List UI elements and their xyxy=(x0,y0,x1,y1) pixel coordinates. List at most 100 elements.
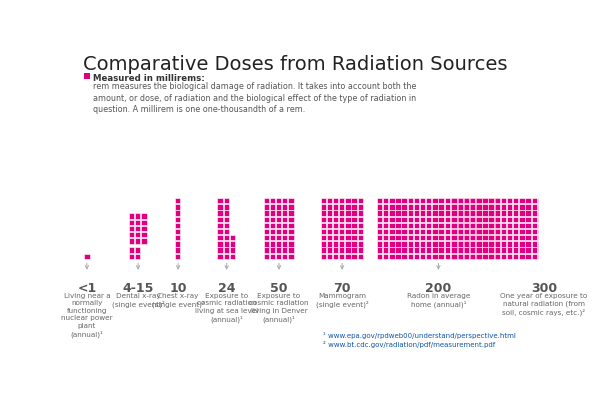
Bar xyxy=(457,247,462,253)
Bar xyxy=(507,229,512,234)
Bar xyxy=(383,253,388,259)
Bar xyxy=(470,204,475,209)
Bar xyxy=(230,247,235,253)
Bar xyxy=(532,210,537,216)
Bar xyxy=(482,235,487,241)
Bar xyxy=(581,247,586,253)
Bar xyxy=(414,223,419,228)
Bar xyxy=(439,229,444,234)
Bar xyxy=(593,223,599,228)
Bar xyxy=(569,223,574,228)
Bar xyxy=(451,204,456,209)
Bar xyxy=(282,247,287,253)
Bar xyxy=(482,253,488,259)
Bar xyxy=(457,241,462,246)
Bar xyxy=(464,217,469,222)
Bar xyxy=(263,241,269,246)
Bar xyxy=(458,204,463,209)
Bar xyxy=(587,217,592,222)
Bar xyxy=(458,217,463,222)
Bar xyxy=(401,253,407,259)
Bar xyxy=(513,198,518,204)
Bar xyxy=(395,204,401,209)
Bar xyxy=(587,235,592,241)
Bar xyxy=(544,229,549,234)
Bar xyxy=(276,223,281,228)
Bar xyxy=(488,235,494,241)
Bar xyxy=(395,217,401,222)
Bar xyxy=(538,210,543,216)
Bar xyxy=(513,247,518,253)
Bar xyxy=(320,223,326,228)
Bar xyxy=(414,217,419,222)
Bar xyxy=(463,223,469,228)
Bar xyxy=(507,235,512,241)
Bar xyxy=(439,253,444,259)
Bar xyxy=(532,247,537,253)
Bar xyxy=(532,223,537,228)
Bar xyxy=(445,241,450,246)
Bar xyxy=(464,235,469,241)
Bar xyxy=(230,241,235,246)
Bar xyxy=(470,217,475,222)
Bar xyxy=(494,229,499,234)
Bar xyxy=(420,247,425,253)
Bar xyxy=(383,210,388,216)
Bar xyxy=(282,229,287,234)
Bar xyxy=(482,235,488,241)
Bar xyxy=(270,210,275,216)
Bar xyxy=(333,241,338,246)
Bar xyxy=(458,229,463,234)
Bar xyxy=(599,198,600,204)
Bar xyxy=(439,223,444,228)
Bar xyxy=(414,204,419,209)
Bar xyxy=(129,213,134,219)
Bar xyxy=(469,247,475,253)
Bar xyxy=(513,204,518,209)
Bar xyxy=(544,247,549,253)
Bar xyxy=(519,235,524,241)
Bar xyxy=(395,241,401,246)
Bar xyxy=(288,198,293,204)
Bar xyxy=(389,210,395,216)
Bar xyxy=(282,253,287,259)
Bar xyxy=(333,247,338,253)
Bar xyxy=(464,204,469,209)
Bar xyxy=(575,210,580,216)
Bar xyxy=(141,226,146,231)
Bar xyxy=(507,247,512,253)
Bar xyxy=(463,253,469,259)
Bar xyxy=(581,217,586,222)
Bar xyxy=(469,253,475,259)
Bar xyxy=(320,204,326,209)
Bar xyxy=(345,210,350,216)
Bar xyxy=(463,204,469,209)
Bar xyxy=(135,253,140,259)
Bar xyxy=(358,235,363,241)
Bar xyxy=(276,229,281,234)
Bar xyxy=(288,229,293,234)
Bar xyxy=(469,198,475,204)
Bar xyxy=(526,229,531,234)
Bar xyxy=(519,204,524,209)
Bar xyxy=(358,253,363,259)
Bar xyxy=(488,229,493,234)
Bar xyxy=(217,235,223,241)
Bar xyxy=(526,247,531,253)
Text: 50: 50 xyxy=(270,282,288,295)
Bar xyxy=(439,247,444,253)
Bar xyxy=(556,223,562,228)
Bar xyxy=(320,229,326,234)
Text: 200: 200 xyxy=(425,282,452,295)
Bar xyxy=(407,253,413,259)
Bar xyxy=(395,235,401,241)
Bar xyxy=(494,204,500,209)
Text: Dental x-ray
(single event)²: Dental x-ray (single event)² xyxy=(112,293,164,308)
Bar xyxy=(401,198,407,204)
Bar xyxy=(439,235,444,241)
Bar xyxy=(513,241,518,246)
Bar xyxy=(84,73,89,79)
Bar xyxy=(470,235,475,241)
Bar xyxy=(488,241,493,246)
Bar xyxy=(432,229,437,234)
